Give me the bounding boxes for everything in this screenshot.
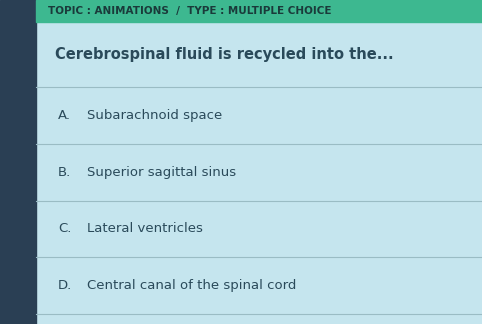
Text: D.: D. (58, 279, 72, 292)
Text: Subarachnoid space: Subarachnoid space (87, 109, 222, 122)
Text: Superior sagittal sinus: Superior sagittal sinus (87, 166, 236, 179)
Text: Central canal of the spinal cord: Central canal of the spinal cord (87, 279, 296, 292)
Bar (36, 0, 482, 22)
Text: TOPIC : ANIMATIONS  /  TYPE : MULTIPLE CHOICE: TOPIC : ANIMATIONS / TYPE : MULTIPLE CHO… (48, 6, 332, 16)
Bar (0, 0, 36, 324)
Text: B.: B. (58, 166, 71, 179)
Text: A.: A. (58, 109, 71, 122)
Text: C.: C. (58, 223, 71, 236)
Text: Cerebrospinal fluid is recycled into the...: Cerebrospinal fluid is recycled into the… (55, 47, 394, 62)
Text: Lateral ventricles: Lateral ventricles (87, 223, 202, 236)
